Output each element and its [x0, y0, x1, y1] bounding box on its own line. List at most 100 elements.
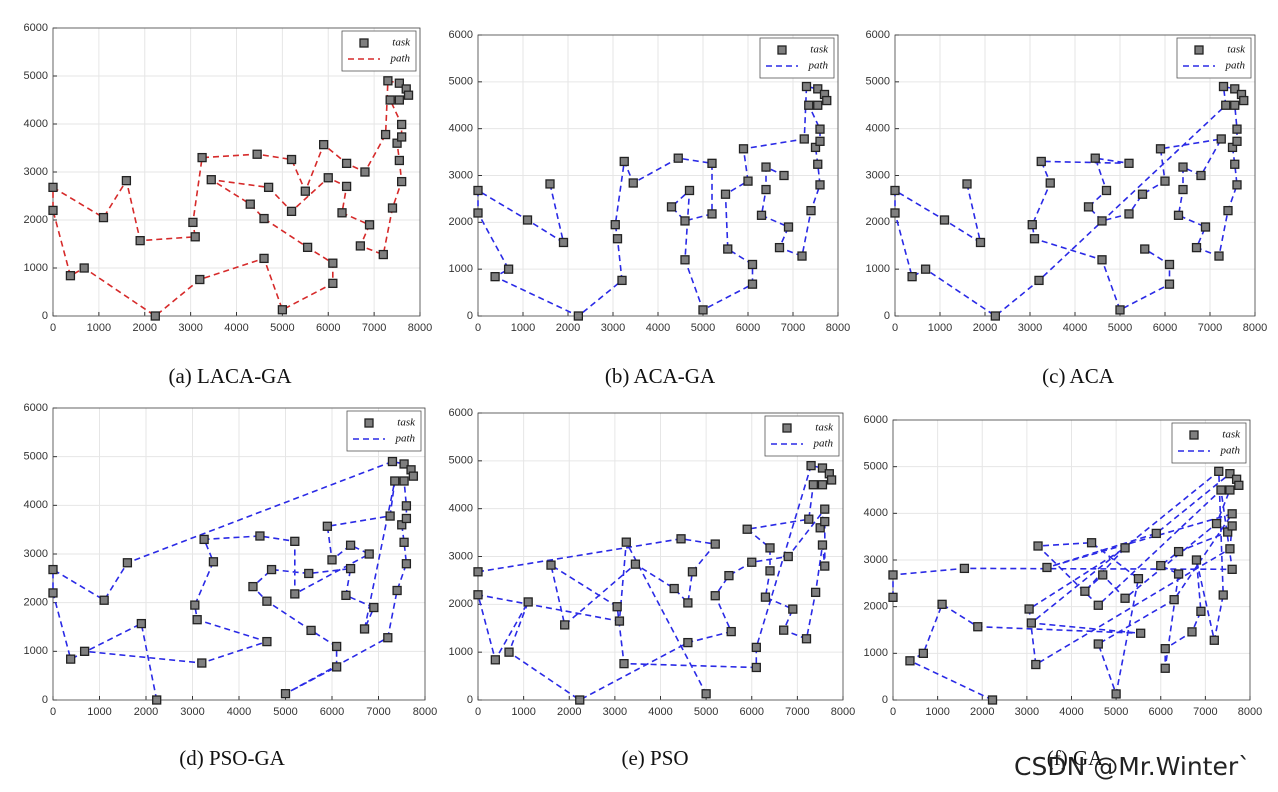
task-marker — [742, 524, 752, 534]
subplot-caption: (b) ACA-GA — [605, 364, 716, 388]
task-marker — [345, 563, 356, 574]
task-marker — [1120, 543, 1130, 553]
task-marker — [396, 176, 407, 187]
task-marker — [399, 459, 409, 469]
y-tick-label: 5000 — [24, 451, 48, 463]
task-marker — [255, 531, 265, 541]
y-tick-label: 2000 — [449, 598, 473, 610]
task-marker — [808, 480, 818, 490]
task-marker — [820, 504, 830, 514]
legend-label: path — [807, 60, 828, 72]
legend-box — [1171, 422, 1247, 464]
task-marker — [262, 636, 272, 647]
task-marker — [707, 209, 717, 219]
task-marker — [401, 501, 412, 511]
task-marker — [380, 129, 391, 140]
task-marker — [673, 153, 683, 163]
task-marker — [817, 463, 828, 473]
task-marker — [751, 642, 761, 653]
axes-frame — [894, 34, 1256, 317]
task-marker — [65, 271, 76, 281]
y-tick-label: 5000 — [24, 70, 48, 82]
x-tick-label: 0 — [475, 706, 481, 718]
x-tick-label: 0 — [475, 322, 481, 334]
task-marker — [701, 689, 711, 699]
path-line — [477, 85, 828, 317]
task-marker — [1115, 305, 1125, 315]
task-marker — [707, 158, 717, 168]
task-marker — [684, 185, 695, 196]
task-marker — [890, 208, 900, 218]
task-marker — [765, 543, 775, 553]
task-marker — [822, 95, 832, 106]
task-marker — [907, 272, 917, 282]
subplot: 0 1000 2000 3000 4000 5000 6000 7000 8000 0 1000 20… — [866, 29, 1268, 388]
task-marker — [286, 206, 297, 217]
x-tick-label: 2000 — [133, 322, 157, 334]
task-marker — [490, 272, 500, 282]
y-tick-label: 5000 — [449, 455, 473, 467]
task-marker — [990, 311, 1000, 321]
y-tick-label: 5000 — [449, 76, 473, 88]
y-tick-label: 3000 — [449, 169, 473, 181]
x-tick-label: 7000 — [1193, 706, 1217, 718]
task-marker — [79, 263, 89, 273]
task-marker — [738, 144, 749, 154]
task-marker — [262, 596, 272, 606]
legend-label: path — [394, 433, 415, 445]
task-marker — [1230, 100, 1240, 110]
task-marker — [401, 513, 412, 524]
task-marker — [331, 641, 342, 652]
x-tick-label: 5000 — [1108, 322, 1132, 334]
task-marker — [987, 695, 998, 705]
task-marker — [150, 311, 160, 321]
legend-label: task — [392, 37, 411, 49]
task-marker — [263, 182, 274, 193]
x-tick-label: 2000 — [970, 706, 994, 718]
task-marker — [1083, 202, 1094, 212]
task-marker — [48, 588, 58, 598]
y-tick-label: 4000 — [24, 499, 48, 511]
task-marker — [1169, 595, 1179, 605]
x-tick-label: 4000 — [646, 322, 670, 334]
task-marker — [1136, 628, 1146, 638]
task-marker — [1101, 185, 1112, 196]
task-marker — [122, 558, 133, 568]
task-marker — [815, 124, 825, 134]
task-marker — [1029, 234, 1040, 244]
task-marker — [710, 591, 720, 601]
task-marker — [558, 237, 569, 248]
y-tick-label: 1000 — [24, 262, 48, 274]
task-marker — [1120, 593, 1130, 603]
task-marker — [1225, 544, 1235, 554]
task-marker — [1093, 639, 1103, 649]
task-marker — [975, 237, 986, 248]
task-marker — [98, 212, 109, 223]
task-marker — [813, 159, 823, 169]
task-marker — [1160, 663, 1170, 673]
task-marker — [152, 695, 162, 705]
task-marker — [66, 654, 76, 664]
x-tick-label: 3000 — [601, 322, 625, 334]
x-tick-label: 5000 — [273, 706, 297, 718]
task-marker — [341, 590, 351, 601]
y-tick-label: 0 — [884, 310, 890, 322]
x-tick-label: 4000 — [227, 706, 251, 718]
x-tick-label: 8000 — [1238, 706, 1262, 718]
task-marker — [1164, 259, 1175, 270]
task-marker — [387, 456, 398, 467]
task-marker — [804, 514, 814, 524]
task-marker — [801, 81, 812, 92]
y-tick-label: 0 — [467, 694, 473, 706]
axes-frame — [892, 419, 1251, 701]
task-marker — [619, 156, 629, 167]
task-marker — [337, 208, 347, 218]
task-marker — [1218, 590, 1228, 600]
task-marker — [331, 662, 342, 672]
task-marker — [1133, 574, 1144, 584]
task-marker — [1036, 156, 1046, 167]
task-marker — [756, 210, 767, 220]
task-marker — [378, 249, 388, 260]
task-marker — [683, 598, 693, 608]
subplot-caption: (e) PSO — [621, 746, 688, 770]
